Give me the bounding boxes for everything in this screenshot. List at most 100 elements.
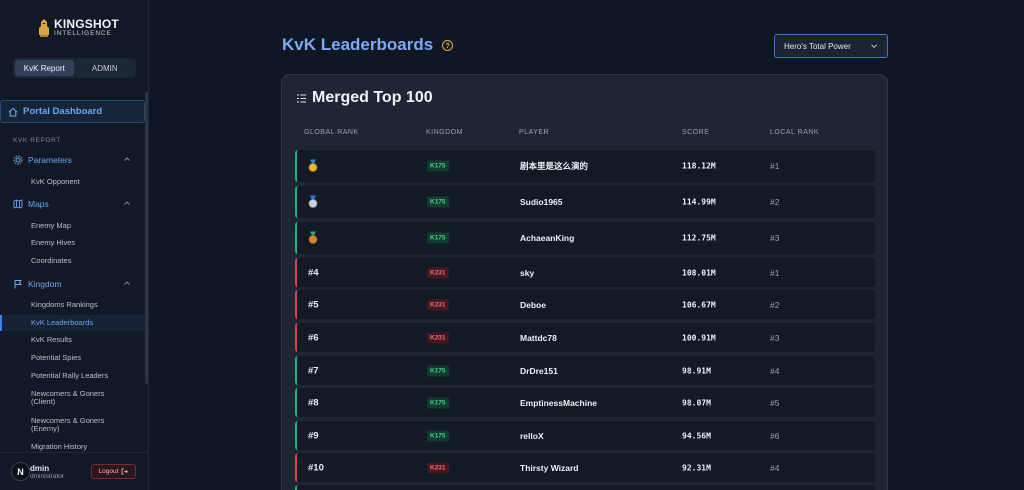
kingdom-badge: K175 (427, 232, 449, 244)
sidebar-item-migration-history[interactable]: Migration History (31, 441, 88, 451)
player-name: sky (520, 267, 535, 278)
score: 118.12M (682, 161, 716, 171)
global-rank: #10 (308, 462, 324, 473)
leaderboard-card: Merged Top 100 GLOBAL RANK KINGDOM PLAYE… (281, 74, 888, 490)
table-row[interactable] (295, 485, 875, 490)
logout-button[interactable]: Logout (91, 464, 136, 479)
table-row[interactable]: #8 K175 EmptinessMachine 98.07M #5 (295, 388, 875, 417)
table-row[interactable]: #5 K231 Deboe 106.67M #2 (295, 290, 875, 319)
column-header-player[interactable]: PLAYER (519, 129, 550, 136)
score: 100.91M (682, 333, 716, 342)
column-header-score[interactable]: SCORE (682, 129, 710, 136)
score: 108.01M (682, 268, 716, 277)
sidebar-item-portal-dashboard[interactable]: Portal Dashboard (0, 100, 145, 123)
chevron-down-icon (871, 44, 877, 49)
silver-medal-icon (308, 195, 318, 208)
logo-title: KINGSHOT (54, 17, 119, 32)
global-rank: #8 (308, 397, 319, 408)
global-rank: #4 (308, 267, 319, 278)
player-name: 剧本里是这么演的 (520, 161, 589, 171)
sidebar-item-kvk-results[interactable]: KvK Results (31, 334, 72, 344)
table-row[interactable]: #4 K231 sky 108.01M #1 (295, 258, 875, 287)
table-row[interactable]: K175 AchaeanKing 112.75M #3 (295, 222, 875, 254)
group-label: Kingdom (28, 279, 62, 289)
score: 98.07M (682, 398, 711, 407)
sidebar-item-newcomers-client[interactable]: Newcomers & Goners (Client) (31, 388, 105, 406)
table-row[interactable]: K175 剧本里是这么演的 118.12M #1 (295, 150, 875, 182)
score: 106.67M (682, 300, 716, 309)
sidebar-scrollbar[interactable] (145, 92, 148, 384)
kingdom-badge: K175 (427, 196, 449, 208)
kingdom-badge: K231 (427, 299, 449, 310)
sidebar: KINGSHOT INTELLIGENCE KvK Report ADMIN P… (0, 0, 149, 490)
kingdom-badge: K175 (427, 397, 449, 408)
sidebar-item-newcomers-enemy[interactable]: Newcomers & Goners (Enemy) (31, 415, 105, 433)
score: 94.56M (682, 431, 711, 440)
player-name: relloX (520, 430, 544, 441)
user-role: dministrator (30, 473, 64, 480)
local-rank: #6 (770, 430, 780, 441)
chevron-up-icon[interactable] (123, 155, 131, 163)
table-row[interactable]: #10 K231 Thirsty Wizard 92.31M #4 (295, 453, 875, 482)
sidebar-group-kingdom[interactable]: Kingdom (0, 276, 145, 292)
sidebar-item-enemy-map[interactable]: Enemy Map (31, 220, 72, 230)
sidebar-group-maps[interactable]: Maps (0, 196, 145, 212)
gold-medal-icon (308, 159, 318, 172)
flag-icon (13, 279, 23, 289)
sidebar-item-kvk-leaderboards[interactable]: KvK Leaderboards (0, 315, 145, 331)
sidebar-group-parameters[interactable]: Parameters (0, 152, 145, 168)
local-rank: #1 (770, 161, 780, 171)
table-row[interactable]: #6 K231 Mattdc78 100.91M #3 (295, 323, 875, 352)
sidebar-item-kvk-opponent[interactable]: KvK Opponent (31, 176, 80, 186)
admin-tab[interactable]: ADMIN (91, 63, 118, 73)
sidebar-item-potential-spies[interactable]: Potential Spies (31, 352, 82, 362)
metric-select[interactable]: Hero's Total Power (774, 34, 888, 58)
local-rank: #4 (770, 365, 780, 376)
global-rank: #6 (308, 332, 319, 343)
logo: KINGSHOT INTELLIGENCE (37, 18, 119, 38)
chevron-up-icon[interactable] (123, 199, 131, 207)
column-header-kingdom[interactable]: KINGDOM (426, 129, 463, 136)
player-name: DrDre151 (520, 365, 558, 376)
kvk-report-tab[interactable]: KvK Report (15, 60, 74, 76)
avatar[interactable]: N (11, 462, 30, 481)
mode-switch: KvK Report ADMIN (13, 58, 136, 78)
knight-logo-icon (39, 19, 49, 37)
score: 98.91M (682, 366, 711, 375)
kingdom-badge: K175 (427, 430, 449, 441)
table-row[interactable]: #7 K175 DrDre151 98.91M #4 (295, 356, 875, 385)
group-label: Maps (28, 199, 49, 209)
sidebar-item-enemy-hives[interactable]: Enemy Hives (31, 237, 76, 247)
column-header-global-rank[interactable]: GLOBAL RANK (304, 129, 359, 136)
sidebar-item-potential-rally-leaders[interactable]: Potential Rally Leaders (31, 370, 109, 380)
bronze-medal-icon (308, 231, 318, 244)
player-name: Sudio1965 (520, 197, 563, 207)
sidebar-item-coordinates[interactable]: Coordinates (31, 255, 72, 265)
map-icon (13, 199, 23, 209)
table-row[interactable]: #9 K175 relloX 94.56M #6 (295, 421, 875, 450)
column-header-local-rank[interactable]: LOCAL RANK (770, 129, 820, 136)
chevron-up-icon[interactable] (123, 279, 131, 287)
kingdom-badge: K175 (427, 160, 449, 172)
player-name: Mattdc78 (520, 332, 557, 343)
logo-subtitle: INTELLIGENCE (54, 30, 112, 38)
local-rank: #2 (770, 197, 780, 207)
sidebar-item-kingdoms-rankings[interactable]: Kingdoms Rankings (31, 299, 98, 309)
section-header: KVK REPORT (13, 137, 61, 144)
local-rank: #5 (770, 397, 780, 408)
local-rank: #3 (770, 332, 780, 343)
kingdom-badge: K231 (427, 332, 449, 343)
sidebar-item-label: Portal Dashboard (23, 106, 103, 117)
global-rank: #5 (308, 299, 319, 310)
user-panel: N dmin dministrator Logout (0, 452, 149, 490)
page-title: KvK Leaderboards ? (282, 35, 454, 55)
global-rank: #9 (308, 430, 319, 441)
help-icon[interactable]: ? (442, 39, 454, 51)
table-row[interactable]: K175 Sudio1965 114.99M #2 (295, 186, 875, 218)
card-title: Merged Top 100 (296, 89, 433, 107)
player-name: Thirsty Wizard (520, 462, 579, 473)
player-name: AchaeanKing (520, 233, 575, 243)
user-name: dmin (30, 464, 50, 473)
group-label: Parameters (28, 155, 72, 165)
local-rank: #3 (770, 233, 780, 243)
